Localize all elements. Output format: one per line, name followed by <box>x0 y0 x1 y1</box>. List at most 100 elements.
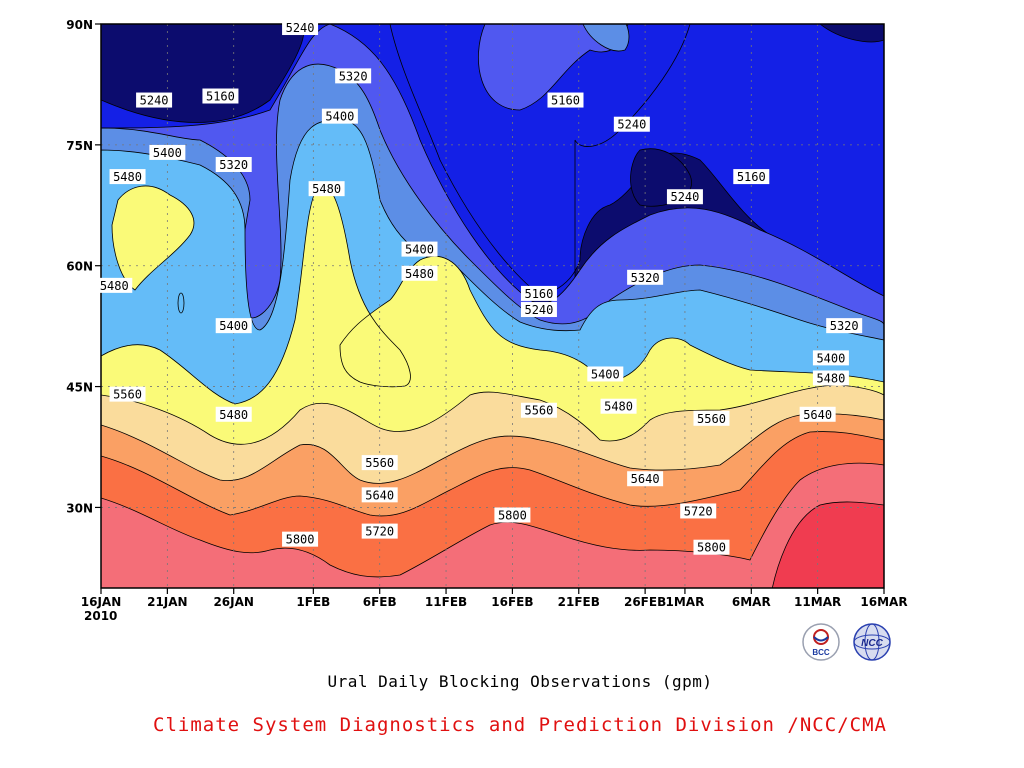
contour-band-tiny-cell <box>177 292 185 314</box>
contour-chart: 5240 5320 5240 5160 5400 5400 5320 5480 5480 5400… <box>66 18 907 623</box>
contour-label-text: 5800 <box>697 541 726 555</box>
contour-label-text: 5160 <box>206 90 235 104</box>
contour-label: 5240 <box>613 116 650 132</box>
ncc-logo: NCC <box>853 623 891 661</box>
contour-label-box <box>282 20 319 36</box>
contour-label-box <box>494 507 531 523</box>
contour-label-text: 5240 <box>617 118 646 132</box>
contour-label-text: 5320 <box>219 158 248 172</box>
x-tick-label: 16MAR <box>860 595 907 609</box>
contour-label: 5560 <box>109 386 146 402</box>
contour-label-text: 5480 <box>405 267 434 281</box>
contour-label-text: 5640 <box>631 472 660 486</box>
contour-label-text: 5560 <box>365 456 394 470</box>
contour-label-text: 5400 <box>405 243 434 257</box>
contour-label-box <box>693 410 730 426</box>
contour-label-box <box>401 265 438 281</box>
contour-label-text: 5480 <box>816 372 845 386</box>
contour-label-box <box>149 144 186 160</box>
y-tick-label: 45N <box>66 381 93 395</box>
contour-label-text: 5560 <box>524 404 553 418</box>
contour-label-box <box>361 523 398 539</box>
x-tick-label: 11FEB <box>425 595 467 609</box>
contour-label-box <box>826 318 863 334</box>
contour-label: 5400 <box>401 241 438 257</box>
contour-label: 5240 <box>282 20 319 36</box>
contour-label-box <box>666 189 703 205</box>
contour-label-box <box>361 455 398 471</box>
contour-label: 5480 <box>600 398 637 414</box>
contour-label-text: 5640 <box>803 408 832 422</box>
contour-label-box <box>215 318 252 334</box>
x-tick-label: 6MAR <box>732 595 771 609</box>
x-tick-label: 21JAN <box>147 595 188 609</box>
contour-label-box <box>520 302 557 318</box>
contour-label: 5480 <box>109 169 146 185</box>
contour-label-text: 5720 <box>684 504 713 518</box>
contour-label-text: 5560 <box>113 388 142 402</box>
contour-label-text: 5400 <box>219 319 248 333</box>
contour-label-box <box>109 386 146 402</box>
contour-label-box <box>799 406 836 422</box>
contour-label: 5480 <box>96 277 133 293</box>
contour-label-box <box>693 539 730 555</box>
contour-label: 5160 <box>547 92 584 108</box>
contour-label-text: 5800 <box>498 508 527 522</box>
contour-label: 5160 <box>520 285 557 301</box>
contour-label-box <box>136 92 173 108</box>
x-tick-label: 26FEB <box>624 595 666 609</box>
plot-frame <box>100 23 885 589</box>
contour-label: 5480 <box>812 370 849 386</box>
y-tick-label: 60N <box>66 260 93 274</box>
contour-label-layer: 5240 5320 5240 5160 5400 5400 5320 5480 5480 5400… <box>96 20 863 555</box>
contour-label-box <box>109 169 146 185</box>
contour-label: 5320 <box>826 318 863 334</box>
contour-label: 5800 <box>693 539 730 555</box>
contour-label: 5560 <box>693 410 730 426</box>
contour-label: 5800 <box>282 531 319 547</box>
contour-label: 5400 <box>321 108 358 124</box>
contour-label-box <box>520 285 557 301</box>
contour-label-box <box>680 503 717 519</box>
contour-band-9 <box>101 462 884 588</box>
contour-label: 5560 <box>520 402 557 418</box>
chart-title: Ural Daily Blocking Observations (gpm) <box>327 672 713 691</box>
contour-label: 5240 <box>666 189 703 205</box>
bcc-logo-text: BCC <box>812 648 830 657</box>
contour-label-box <box>96 277 133 293</box>
ncc-logo-text: NCC <box>861 638 883 649</box>
contour-label-box <box>215 157 252 172</box>
contour-label: 5480 <box>215 406 252 422</box>
contour-label-text: 5800 <box>286 533 315 547</box>
contour-label-text: 5480 <box>604 400 633 414</box>
contour-label-text: 5320 <box>339 69 368 83</box>
y-tick-label: 90N <box>66 18 93 32</box>
contour-label-box <box>401 241 438 257</box>
contour-band-yellow-cell <box>111 185 195 291</box>
y-tick-label: 75N <box>66 139 93 153</box>
contour-label-text: 5640 <box>365 488 394 502</box>
contour-band-10 <box>771 501 884 588</box>
contour-label-box <box>587 366 624 382</box>
contour-label: 5720 <box>361 523 398 539</box>
contour-label: 5240 <box>520 302 557 318</box>
contour-label: 5400 <box>149 144 186 160</box>
contour-label: 5400 <box>587 366 624 382</box>
axis-layer: 30N 45N 60N 75N 90N 16JAN 21JAN 26JAN 1FEB 6FEB 11… <box>66 18 907 623</box>
contour-label-box <box>282 531 319 547</box>
contour-label-box <box>613 116 650 132</box>
contour-label-text: 5400 <box>153 146 182 160</box>
contour-label-text: 5160 <box>524 287 553 301</box>
contour-label: 5560 <box>361 455 398 471</box>
contour-label: 5480 <box>401 265 438 281</box>
contour-label-text: 5240 <box>286 21 315 35</box>
x-tick-label: 6FEB <box>363 595 397 609</box>
contour-label-text: 5400 <box>325 110 354 124</box>
contour-label-box <box>335 68 372 84</box>
contour-label: 5320 <box>335 68 372 84</box>
contour-label: 5640 <box>799 406 836 422</box>
contour-label-text: 5400 <box>816 351 845 365</box>
contour-label: 5640 <box>627 471 664 487</box>
contour-label-box <box>202 88 239 104</box>
contour-band-north-cell <box>582 24 630 52</box>
